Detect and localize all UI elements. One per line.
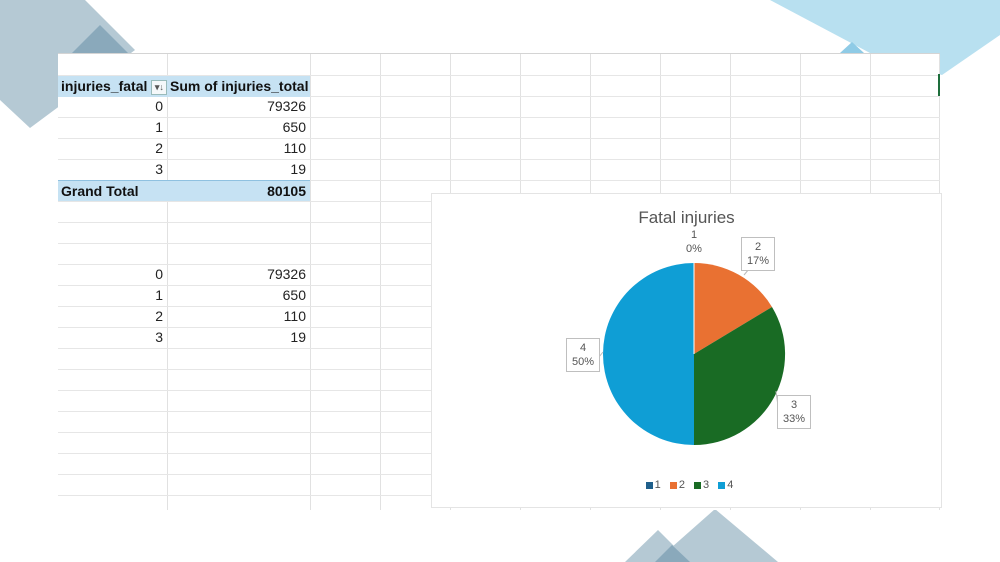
table-row-key[interactable]: 2 [155,308,163,324]
table-row-key[interactable]: 1 [155,287,163,303]
data-label-3[interactable]: 3 33% [777,395,811,429]
slice-4 [603,263,694,445]
table-row-value[interactable]: 79326 [267,266,306,282]
active-cell-indicator [938,74,940,96]
table-row-key[interactable]: 0 [155,266,163,282]
table-row-key[interactable]: 3 [155,329,163,345]
slice-3 [694,307,786,446]
pivot-row-key[interactable]: 1 [155,119,163,135]
legend-swatch-2-icon [669,481,677,489]
legend-swatch-4-icon [718,481,726,489]
slice-2 [694,262,772,354]
pivot-row-value[interactable]: 79326 [267,98,306,114]
pivot-row-value[interactable]: 19 [290,161,306,177]
pivot-row-value[interactable]: 650 [282,119,306,135]
pie-chart[interactable]: Fatal injuries 1 0% 2 17% 3 33% 4 50% 1 … [431,193,942,508]
table-row-value[interactable]: 650 [282,287,306,303]
grand-total-label[interactable]: Grand Total [58,180,167,201]
data-label-2[interactable]: 2 17% [741,237,775,271]
pie-plot [598,262,786,446]
sort-filter-icon[interactable]: ▾↓ [151,79,168,95]
pivot-value-header[interactable]: Sum of injuries_total [167,76,310,97]
table-row-value[interactable]: 19 [290,329,306,345]
pivot-row-key[interactable]: 3 [155,161,163,177]
table-row-value[interactable]: 110 [283,308,306,324]
pivot-row-key[interactable]: 0 [155,98,163,114]
pivot-row-key[interactable]: 2 [155,140,163,156]
pivot-row-header[interactable]: injuries_fatal ▾↓ [58,76,168,97]
pivot-row-value[interactable]: 110 [283,140,306,156]
legend-swatch-3-icon [694,481,702,489]
data-label-4[interactable]: 4 50% [566,338,600,372]
chart-title[interactable]: Fatal injuries [638,208,735,227]
data-label-1[interactable]: 1 0% [686,229,702,255]
grand-total-value[interactable]: 80105 [167,180,310,201]
legend-swatch-1-icon [645,481,653,489]
chart-legend[interactable]: 1 2 3 4 [432,479,941,491]
